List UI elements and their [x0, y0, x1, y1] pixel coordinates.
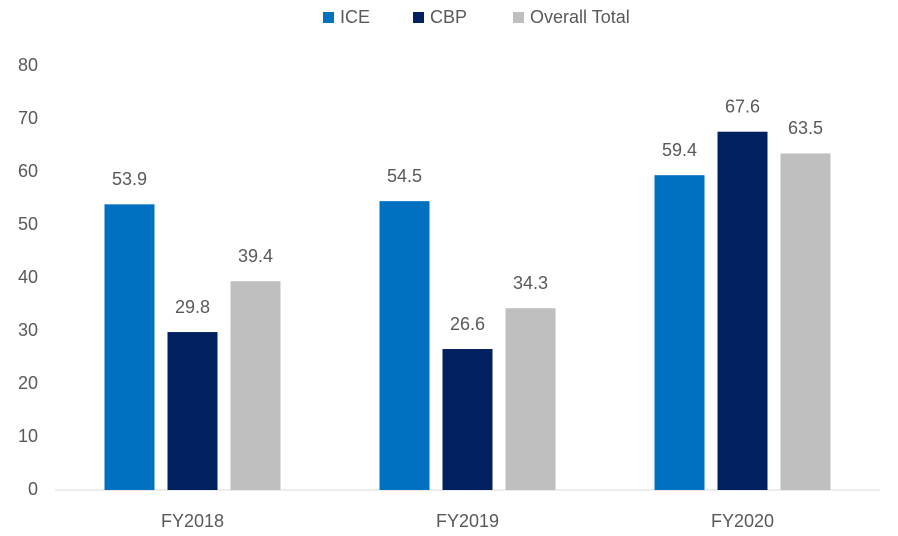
value-label: 63.5 — [788, 118, 823, 138]
y-tick-label: 50 — [18, 214, 38, 234]
bar — [505, 308, 556, 490]
y-tick-label: 80 — [18, 55, 38, 75]
y-tick-label: 60 — [18, 161, 38, 181]
legend-label: Overall Total — [530, 7, 630, 27]
legend-swatch — [513, 12, 524, 23]
bar — [654, 175, 705, 490]
bar — [379, 201, 430, 490]
legend-swatch — [413, 12, 424, 23]
value-label: 67.6 — [725, 96, 760, 116]
legend-label: CBP — [430, 7, 467, 27]
x-tick-label: FY2018 — [161, 511, 224, 531]
value-label: 34.3 — [513, 273, 548, 293]
value-label: 39.4 — [238, 246, 273, 266]
bar — [780, 153, 831, 490]
x-tick-label: FY2019 — [436, 511, 499, 531]
value-label: 26.6 — [450, 314, 485, 334]
y-tick-label: 70 — [18, 108, 38, 128]
bar — [104, 204, 155, 490]
y-tick-label: 30 — [18, 320, 38, 340]
y-tick-label: 10 — [18, 426, 38, 446]
legend-label: ICE — [340, 7, 370, 27]
bar — [230, 281, 281, 490]
bar — [442, 349, 493, 490]
value-label: 59.4 — [662, 140, 697, 160]
y-tick-label: 20 — [18, 373, 38, 393]
y-tick-label: 0 — [28, 479, 38, 499]
x-tick-label: FY2020 — [711, 511, 774, 531]
value-label: 29.8 — [175, 297, 210, 317]
value-label: 53.9 — [112, 169, 147, 189]
legend-swatch — [323, 12, 334, 23]
value-label: 54.5 — [387, 166, 422, 186]
y-tick-label: 40 — [18, 267, 38, 287]
bar — [167, 332, 218, 490]
bar — [717, 131, 768, 490]
